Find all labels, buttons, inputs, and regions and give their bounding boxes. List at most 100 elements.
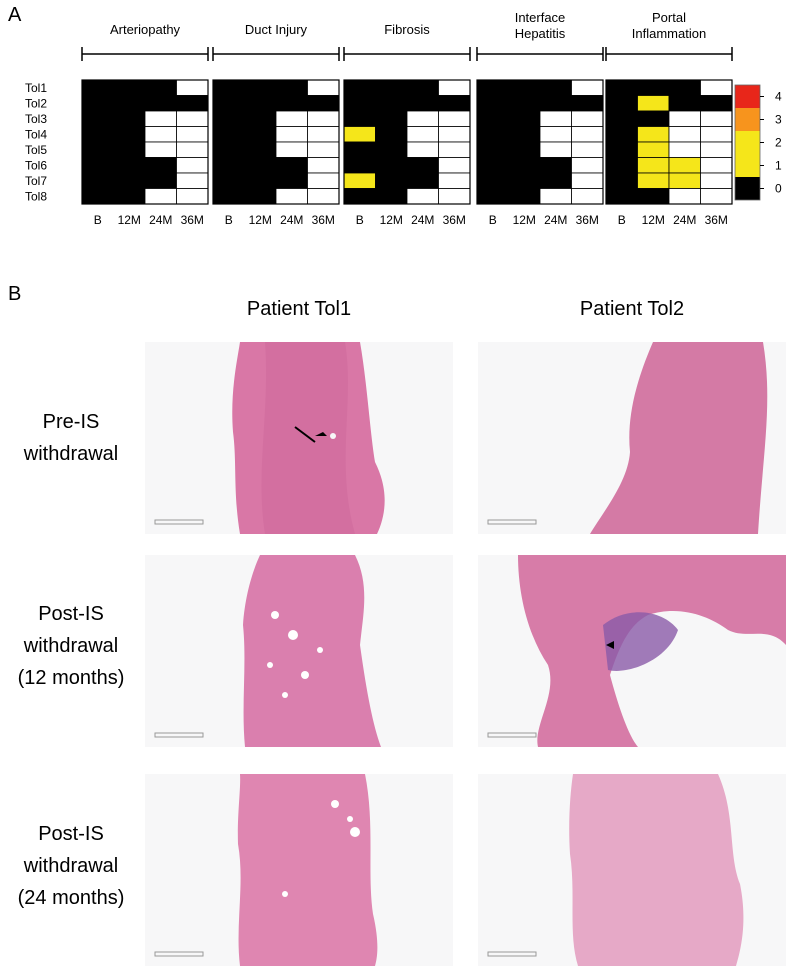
heatmap-cell [605, 141, 638, 158]
heatmap-cell [113, 141, 146, 158]
heatmap-cell [375, 141, 408, 158]
heatmap-cell [81, 95, 114, 112]
heatmap-group-label: Interface [515, 10, 566, 25]
heatmap-x-tick-label: 24M [149, 213, 172, 227]
heatmap-cell [700, 95, 733, 112]
heatmap-group-label: Portal [652, 10, 686, 25]
heatmap-cell [212, 157, 245, 174]
heatmap-x-tick-label: 24M [544, 213, 567, 227]
heatmap-cell [605, 172, 638, 189]
row-header-line: withdrawal [23, 635, 119, 657]
heatmap-cell [476, 157, 509, 174]
heatmap-cell [81, 157, 114, 174]
panel-label-b: B [8, 283, 22, 305]
row-header-line: (12 months) [17, 667, 125, 689]
heatmap-cell [144, 172, 177, 189]
heatmap-cell [176, 126, 209, 143]
row-header-line: withdrawal [23, 443, 119, 465]
heatmap-cell [275, 79, 308, 96]
histology-row-header-pre: Pre-IS withdrawal [0, 406, 142, 470]
histology-image-tol2-12m [478, 555, 786, 747]
heatmap-cell [406, 126, 439, 143]
heatmap-cell [668, 141, 701, 158]
heatmap-cell [144, 188, 177, 205]
heatmap-cell [438, 95, 471, 112]
heatmap-cell [307, 157, 340, 174]
heatmap-cell [539, 172, 572, 189]
heatmap-cell [81, 188, 114, 205]
histology-row-header-12m: Post-IS withdrawal (12 months) [0, 598, 142, 694]
heatmap-grid-border [81, 79, 209, 205]
heatmap-cell [275, 126, 308, 143]
heatmap-cell [668, 126, 701, 143]
heatmap-cell [508, 126, 541, 143]
heatmap-cell [244, 188, 277, 205]
heatmap-cell [476, 95, 509, 112]
heatmap-x-tick-label: 24M [411, 213, 434, 227]
histology-image-tol1-12m [145, 555, 453, 747]
legend-color-segment [735, 154, 760, 177]
heatmap-cell [307, 141, 340, 158]
arrowhead-icon [606, 641, 614, 649]
heatmap-cell [176, 157, 209, 174]
heatmap-cell [244, 126, 277, 143]
heatmap-cell [343, 141, 376, 158]
heatmap-cell [668, 188, 701, 205]
heatmap-cell [700, 126, 733, 143]
heatmap-chart: Arteriopathy B 12M 24M 36M Duct Injury B 12M 24M… [25, 10, 782, 227]
heatmap-x-tick-label: B [356, 213, 364, 227]
heatmap-cell [539, 79, 572, 96]
heatmap-cell [307, 172, 340, 189]
heatmap-cell [508, 172, 541, 189]
heatmap-x-tick-label: 12M [118, 213, 141, 227]
heatmap-cell [343, 126, 376, 143]
heatmap-cell [438, 141, 471, 158]
heatmap-cell [375, 79, 408, 96]
legend-tick-label: 2 [775, 136, 782, 150]
heatmap-cell [637, 188, 670, 205]
arrow-icon [315, 432, 327, 436]
legend-color-segment [735, 131, 760, 154]
heatmap-cell [700, 79, 733, 96]
heatmap-x-tick-label: 36M [181, 213, 204, 227]
heatmap-cell [307, 126, 340, 143]
heatmap-group-label: Inflammation [632, 26, 706, 41]
heatmap-cell [176, 95, 209, 112]
heatmap-cell [375, 157, 408, 174]
heatmap-cell [275, 157, 308, 174]
heatmap-cell [508, 188, 541, 205]
heatmap-group-label: Duct Injury [245, 22, 308, 37]
heatmap-cell [375, 172, 408, 189]
heatmap-cell [539, 126, 572, 143]
heatmap-cell [476, 126, 509, 143]
heatmap-cell [375, 188, 408, 205]
heatmap-cell [637, 95, 670, 112]
heatmap-cell [571, 157, 604, 174]
heatmap-cell [539, 95, 572, 112]
heatmap-grid-border [605, 79, 733, 205]
heatmap-cell [406, 79, 439, 96]
heatmap-cell [438, 126, 471, 143]
heatmap-x-tick-label: 36M [443, 213, 466, 227]
heatmap-cell [144, 110, 177, 127]
heatmap-x-tick-label: 12M [249, 213, 272, 227]
heatmap-cell [571, 126, 604, 143]
heatmap-cell [113, 188, 146, 205]
heatmap-cell [438, 157, 471, 174]
histology-image-tol1-pre [145, 342, 453, 534]
heatmap-cell [637, 172, 670, 189]
heatmap-cell [244, 110, 277, 127]
heatmap-cell [438, 172, 471, 189]
heatmap-cell [476, 172, 509, 189]
heatmap-cell [113, 110, 146, 127]
heatmap-cell [212, 95, 245, 112]
legend-color-segment [735, 108, 760, 131]
row-header-line: Post-IS [38, 823, 104, 845]
heatmap-cell [700, 157, 733, 174]
heatmap-x-tick-label: B [618, 213, 626, 227]
heatmap-cell [275, 110, 308, 127]
heatmap-cell [144, 126, 177, 143]
heatmap-cell [571, 141, 604, 158]
heatmap-cell [476, 79, 509, 96]
heatmap-cell [343, 95, 376, 112]
